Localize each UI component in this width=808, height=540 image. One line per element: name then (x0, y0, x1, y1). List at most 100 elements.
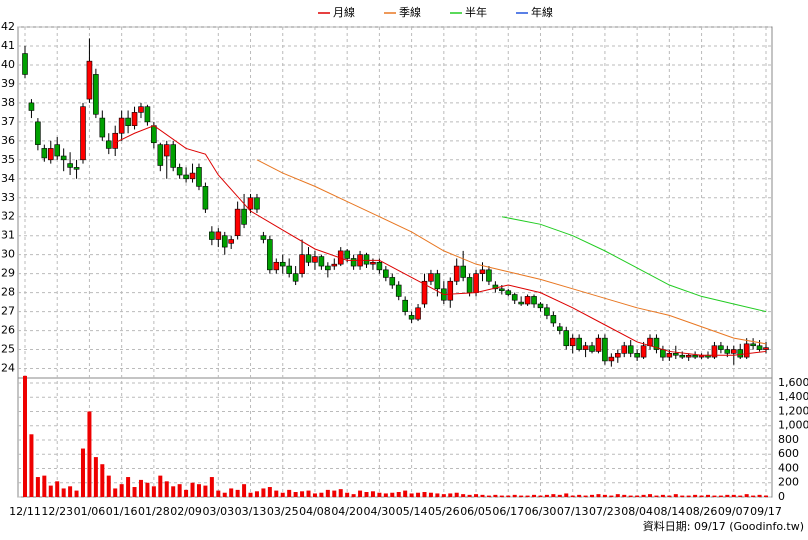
candle-body (589, 345, 595, 352)
volume-bar (229, 488, 234, 497)
candle-body (292, 273, 299, 282)
volume-bar (23, 375, 27, 497)
volume-bar (119, 484, 124, 497)
volume-bar (467, 494, 472, 497)
volume-bar (577, 494, 582, 497)
volume-bar (738, 495, 743, 497)
volume-bar (203, 485, 208, 497)
x-tick-label: 07/23 (589, 505, 621, 518)
y-tick-label: 26 (1, 324, 15, 337)
candle-body (763, 347, 769, 350)
x-tick-label: 02/09 (170, 505, 202, 518)
legend-label: 半年 (465, 5, 487, 19)
legend-label: 年線 (531, 5, 553, 19)
candle-body (234, 208, 241, 237)
candle-body (685, 354, 692, 358)
candle-body (460, 265, 466, 278)
volume-bar (454, 492, 459, 497)
y-tick-label: 39 (1, 77, 15, 90)
volume-bar (686, 495, 691, 497)
volume-bar (493, 494, 498, 497)
volume-bar (416, 492, 421, 497)
candle-body (499, 288, 505, 292)
volume-bar (506, 495, 511, 497)
candle-body (286, 265, 292, 274)
x-tick-label: 03/03 (202, 505, 234, 518)
volume-bar (744, 494, 749, 497)
volume-bar (177, 484, 182, 497)
volume-bar (312, 493, 317, 497)
volume-bar (635, 495, 640, 497)
candle-body (228, 239, 234, 244)
volume-bar (345, 492, 350, 497)
candle-body (595, 337, 602, 352)
candle-body (363, 254, 370, 265)
candle-body (453, 265, 460, 282)
volume-bar (602, 494, 607, 497)
volume-bar (138, 479, 143, 497)
candle-body (718, 345, 724, 350)
volume-bar (699, 495, 704, 497)
candle-body (672, 353, 679, 356)
candle-body (737, 349, 744, 358)
y-tick-label: 30 (1, 248, 15, 261)
x-tick-label: 12/23 (41, 505, 73, 518)
y-tick-label: 27 (1, 305, 15, 318)
candle-body (54, 144, 61, 157)
candle-body (86, 60, 93, 100)
candle-body (660, 349, 666, 358)
volume-bar (235, 489, 240, 497)
candle-body (312, 256, 318, 263)
volume-bar (403, 490, 408, 497)
volume-bar (641, 494, 646, 497)
candle-body (241, 208, 247, 225)
volume-bar (74, 490, 79, 497)
candle-body (531, 296, 537, 305)
volume-bar (725, 494, 730, 497)
volume-bar (171, 486, 176, 497)
candle-body (415, 307, 421, 320)
x-tick-label: 06/17 (492, 505, 524, 518)
x-tick-label: 08/14 (653, 505, 685, 518)
volume-bar (358, 490, 363, 497)
candle-body (170, 144, 176, 168)
y2-tick-label: 200 (778, 476, 799, 489)
candle-body (692, 354, 698, 358)
volume-bar (409, 493, 414, 497)
candle-body (524, 296, 531, 305)
candle-body (112, 132, 119, 149)
legend-label: 季線 (399, 5, 421, 19)
candle-body (73, 167, 80, 170)
volume-bar (551, 494, 556, 497)
volume-bar (332, 490, 337, 497)
candle-body (402, 299, 408, 312)
y-tick-label: 36 (1, 134, 15, 147)
candle-body (35, 121, 41, 145)
volume-bar (106, 475, 111, 497)
candle-body (743, 343, 750, 358)
volume-bar (196, 484, 201, 497)
volume-bar (248, 492, 253, 497)
candle-body (202, 186, 209, 210)
volume-bar (126, 477, 131, 497)
candle-body (254, 197, 260, 210)
candle-body (647, 337, 653, 347)
volume-bar (319, 492, 324, 497)
candle-body (602, 337, 608, 362)
volume-bar (151, 486, 156, 497)
candle-body (138, 106, 144, 113)
y-tick-label: 34 (1, 172, 15, 185)
volume-bar (422, 492, 427, 497)
volume-bar (654, 495, 659, 497)
volume-bar (390, 492, 395, 497)
moving-average-line (114, 125, 767, 356)
volume-bar (100, 464, 105, 497)
candle-body (569, 337, 576, 347)
volume-bar (480, 494, 485, 497)
candle-body (318, 256, 325, 267)
volume-bar (145, 482, 150, 497)
candle-body (350, 258, 357, 267)
y-tick-label: 32 (1, 210, 15, 223)
volume-bar (648, 494, 653, 497)
x-tick-label: 01/06 (74, 505, 106, 518)
